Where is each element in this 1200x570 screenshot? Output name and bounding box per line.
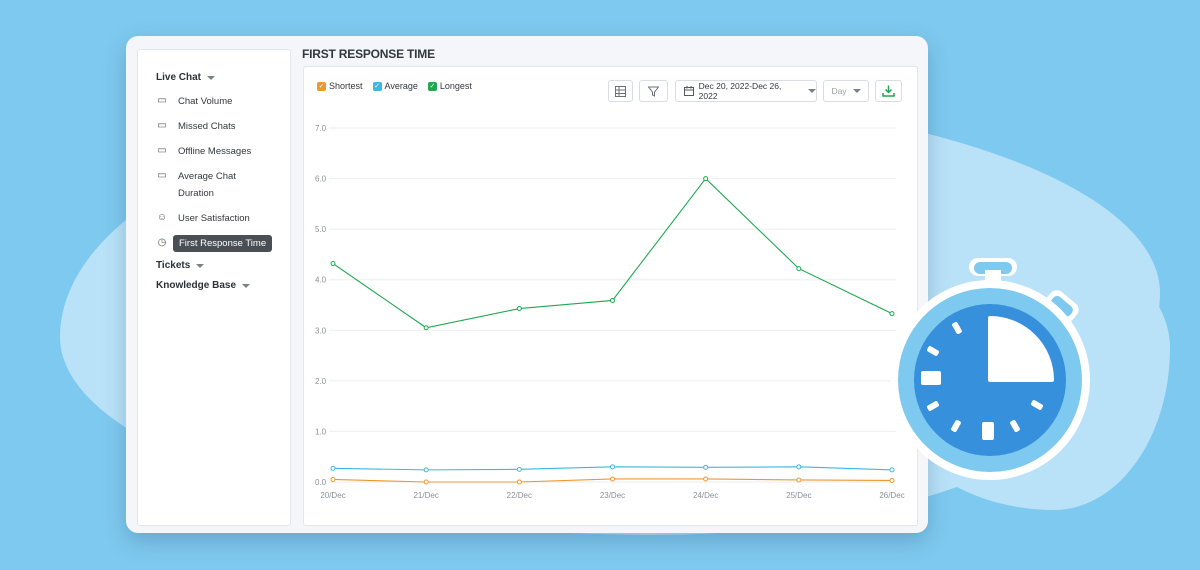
data-point-longest [330,261,336,267]
date-range-value: Dec 20, 2022-Dec 26, 2022 [698,81,782,101]
table-icon [615,85,626,97]
sidebar-item-offline-messages[interactable]: ▭ Offline Messages [156,145,251,160]
data-point-shortest [703,476,709,482]
sidebar-item-label: Offline Messages [178,146,252,157]
y-tick-label: 5.0 [315,225,327,234]
calendar-icon [684,86,694,96]
chevron-down-icon [852,89,861,93]
legend-item-longest[interactable]: ✓ Longest [427,81,472,91]
sidebar-section-tickets[interactable]: Tickets [156,260,205,271]
report-card: Live Chat ▭ Chat Volume ▭ Missed Chats ▭… [126,36,928,533]
y-tick-label: 3.0 [315,326,327,335]
page-title: FIRST RESPONSE TIME [302,47,435,61]
download-icon [882,85,895,97]
x-tick-label: 25/Dec [786,491,811,500]
y-tick-label: 0.0 [315,478,327,487]
data-point-shortest [423,479,429,485]
sidebar-item-label: First Response Time [173,235,273,252]
legend-label: Shortest [329,81,363,91]
checkbox-checked-icon: ✓ [372,81,382,91]
knowledge-base-label: Knowledge Base [156,280,237,291]
chat-volume-icon: ▭ [157,95,167,106]
reports-sidebar: Live Chat ▭ Chat Volume ▭ Missed Chats ▭… [137,49,291,526]
data-point-longest [516,306,522,312]
y-tick-label: 2.0 [315,377,327,386]
caret-down-icon [242,283,251,288]
x-tick-label: 20/Dec [320,491,345,500]
sidebar-item-first-response-time[interactable]: ◷ First Response Time [156,235,273,252]
data-point-average [610,464,615,470]
data-point-shortest [796,477,802,483]
chart-panel: 0.0 1.0 2.0 3.0 4.0 5.0 6.0 7.0 20/Dec 21/Dec 22/D… [303,66,918,526]
data-point-average [796,464,802,470]
sidebar-item-label: User Satisfaction [178,213,250,224]
x-tick-label: 22/Dec [507,491,532,500]
x-tick-label: 26/Dec [879,491,904,500]
sidebar-section-live-chat[interactable]: Live Chat [156,72,216,83]
user-satisfaction-icon: ☺ [156,212,168,223]
missed-chats-icon: ▭ [157,120,167,131]
sidebar-item-chat-volume[interactable]: ▭ Chat Volume [156,95,232,110]
data-point-longest [423,325,429,331]
x-tick-label: 23/Dec [600,491,625,500]
data-point-average [330,465,336,471]
line-chart: 0.0 1.0 2.0 3.0 4.0 5.0 6.0 7.0 20/Dec 21/Dec 22/D… [315,124,905,500]
alarm-clock-icon: ◷ [157,237,167,248]
legend-label: Longest [439,81,472,91]
y-tick-label: 1.0 [315,427,327,436]
data-point-longest [703,176,709,182]
caret-down-icon [196,263,205,268]
sidebar-item-average-chat-duration[interactable]: ▭ Average Chat Duration [156,170,236,202]
chevron-down-icon [808,89,816,93]
table-view-button[interactable] [608,80,633,102]
data-point-longest [610,297,615,303]
checkbox-checked-icon: ✓ [427,81,437,91]
download-button[interactable] [875,80,902,102]
sidebar-item-label: Missed Chats [178,121,236,132]
data-point-shortest [330,476,336,482]
sidebar-item-label-line2: Duration [178,188,214,199]
x-tick-label: 21/Dec [413,491,438,500]
data-point-longest [889,311,895,317]
y-tick-label: 7.0 [315,124,327,133]
average-duration-icon: ▭ [157,170,167,181]
sidebar-item-label: Chat Volume [178,96,233,107]
checkbox-checked-icon: ✓ [317,81,326,91]
granularity-value: Day [831,86,847,96]
filter-button[interactable] [639,80,668,102]
data-point-average [423,467,429,473]
legend-item-average[interactable]: ✓ Average [372,81,418,91]
live-chat-label: Live Chat [156,72,202,83]
date-range-picker[interactable]: Dec 20, 2022-Dec 26, 2022 [675,80,817,102]
sidebar-item-label-line1: Average Chat [178,171,236,182]
legend-label: Average [384,81,418,91]
data-point-average [703,464,709,470]
y-tick-label: 6.0 [315,175,327,184]
data-point-shortest [610,476,615,482]
offline-messages-icon: ▭ [157,145,167,156]
tickets-label: Tickets [156,260,191,271]
sidebar-section-knowledge-base[interactable]: Knowledge Base [156,280,251,291]
data-point-average [516,466,522,472]
stopwatch-illustration [890,258,1090,480]
data-point-longest [796,266,802,272]
data-point-shortest [516,479,522,485]
x-tick-label: 24/Dec [693,491,718,500]
filter-icon [648,86,659,97]
sidebar-item-missed-chats[interactable]: ▭ Missed Chats [156,120,236,135]
granularity-select[interactable]: Day [823,80,869,102]
caret-down-icon [207,75,216,80]
y-tick-label: 4.0 [315,276,327,285]
data-point-shortest [889,477,895,483]
legend-item-shortest[interactable]: ✓ Shortest [317,81,363,91]
chart-legend: ✓ Shortest ✓ Average ✓ Longest [317,81,472,91]
sidebar-item-user-satisfaction[interactable]: ☺ User Satisfaction [156,212,250,227]
series-line-longest [332,177,893,329]
data-point-average [889,467,895,473]
